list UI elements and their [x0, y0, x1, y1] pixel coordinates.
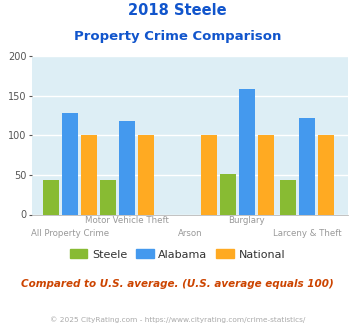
Bar	[239, 89, 255, 214]
Bar	[62, 113, 78, 214]
Text: 2018 Steele: 2018 Steele	[128, 3, 227, 18]
Bar	[201, 135, 217, 214]
Text: © 2025 CityRating.com - https://www.cityrating.com/crime-statistics/: © 2025 CityRating.com - https://www.city…	[50, 317, 305, 323]
Text: Burglary: Burglary	[229, 216, 265, 225]
Text: Property Crime Comparison: Property Crime Comparison	[74, 30, 281, 43]
Text: Motor Vehicle Theft: Motor Vehicle Theft	[85, 216, 169, 225]
Bar	[280, 181, 296, 214]
Text: Arson: Arson	[178, 229, 202, 238]
Bar	[299, 118, 315, 214]
Text: All Property Crime: All Property Crime	[31, 229, 109, 238]
Bar	[258, 135, 274, 214]
Bar	[220, 174, 236, 214]
Text: Larceny & Theft: Larceny & Theft	[273, 229, 341, 238]
Bar	[318, 135, 334, 214]
Bar	[138, 135, 154, 214]
Bar	[43, 180, 59, 214]
Bar	[119, 121, 135, 214]
Legend: Steele, Alabama, National: Steele, Alabama, National	[65, 245, 290, 264]
Bar	[81, 135, 97, 214]
Bar	[100, 181, 116, 214]
Text: Compared to U.S. average. (U.S. average equals 100): Compared to U.S. average. (U.S. average …	[21, 279, 334, 289]
